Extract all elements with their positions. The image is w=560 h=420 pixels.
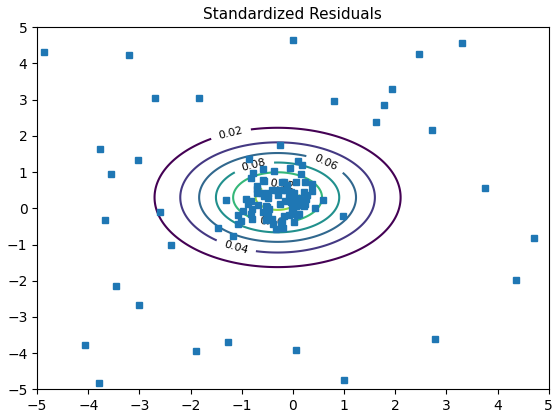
Text: 0.10: 0.10 [259, 216, 284, 228]
Text: 0.08: 0.08 [241, 158, 267, 173]
Text: 0.12: 0.12 [269, 178, 295, 192]
Text: 0.06: 0.06 [312, 152, 339, 172]
Text: 0.02: 0.02 [217, 125, 244, 141]
Text: 0.04: 0.04 [223, 239, 249, 255]
Title: Standardized Residuals: Standardized Residuals [203, 7, 382, 22]
